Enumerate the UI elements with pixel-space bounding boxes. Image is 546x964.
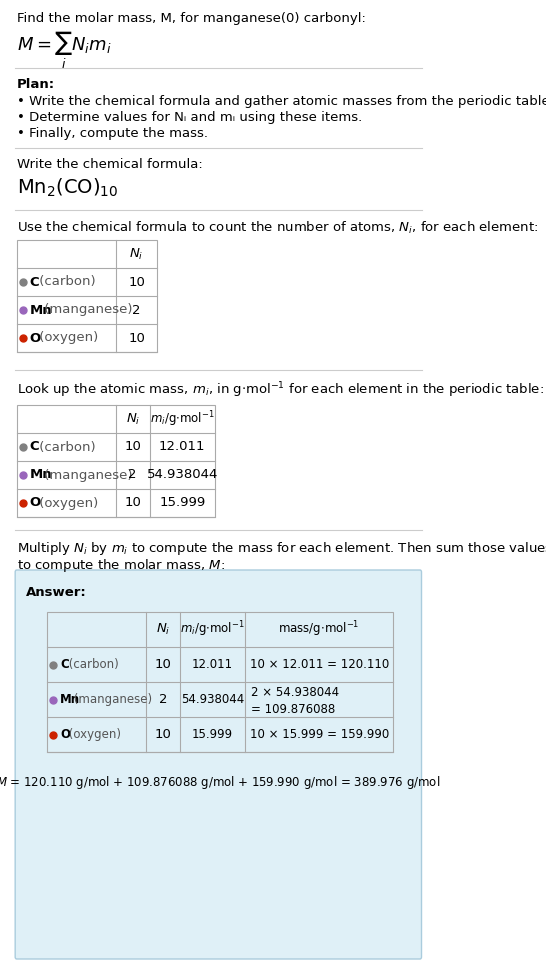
Text: 10: 10 — [124, 441, 141, 453]
Text: 12.011: 12.011 — [159, 441, 205, 453]
Text: (oxygen): (oxygen) — [65, 728, 121, 741]
Text: (manganese): (manganese) — [70, 693, 152, 706]
Text: C: C — [60, 658, 69, 671]
Text: (carbon): (carbon) — [34, 441, 95, 453]
Text: 54.938044: 54.938044 — [181, 693, 244, 706]
Text: 2 × 54.938044: 2 × 54.938044 — [251, 686, 339, 699]
Text: mass/g$\cdot$mol$^{-1}$: mass/g$\cdot$mol$^{-1}$ — [278, 620, 360, 639]
Text: Multiply $N_i$ by $m_i$ to compute the mass for each element. Then sum those val: Multiply $N_i$ by $m_i$ to compute the m… — [17, 540, 546, 557]
Text: Write the chemical formula:: Write the chemical formula: — [17, 158, 203, 171]
Text: Use the chemical formula to count the number of atoms, $N_i$, for each element:: Use the chemical formula to count the nu… — [17, 220, 538, 236]
Bar — [47, 612, 393, 752]
Text: $m_i$/g$\cdot$mol$^{-1}$: $m_i$/g$\cdot$mol$^{-1}$ — [150, 409, 215, 429]
Text: C: C — [29, 276, 39, 288]
Text: O: O — [29, 496, 41, 510]
Text: (oxygen): (oxygen) — [34, 332, 98, 344]
Text: 10: 10 — [155, 658, 171, 671]
Text: $m_i$/g$\cdot$mol$^{-1}$: $m_i$/g$\cdot$mol$^{-1}$ — [180, 620, 245, 639]
Text: 15.999: 15.999 — [159, 496, 205, 510]
Text: $M = \sum_i N_i m_i$: $M = \sum_i N_i m_i$ — [17, 30, 111, 71]
Text: Plan:: Plan: — [17, 78, 55, 91]
Text: 10: 10 — [124, 496, 141, 510]
Text: 10: 10 — [128, 332, 145, 344]
Text: Mn: Mn — [29, 304, 52, 316]
Text: Find the molar mass, M, for manganese(0) carbonyl:: Find the molar mass, M, for manganese(0)… — [17, 12, 366, 25]
Text: • Write the chemical formula and gather atomic masses from the periodic table.: • Write the chemical formula and gather … — [17, 95, 546, 108]
FancyBboxPatch shape — [15, 570, 422, 959]
Text: 2: 2 — [132, 304, 141, 316]
Text: 12.011: 12.011 — [192, 658, 233, 671]
Text: (manganese): (manganese) — [39, 304, 132, 316]
Text: Look up the atomic mass, $m_i$, in g$\cdot$mol$^{-1}$ for each element in the pe: Look up the atomic mass, $m_i$, in g$\cd… — [17, 380, 544, 400]
Text: $N_i$: $N_i$ — [126, 412, 140, 426]
Text: Mn: Mn — [29, 469, 52, 481]
Text: 10 × 15.999 = 159.990: 10 × 15.999 = 159.990 — [250, 728, 389, 741]
Text: $\mathrm{Mn_2(CO)_{10}}$: $\mathrm{Mn_2(CO)_{10}}$ — [17, 177, 118, 200]
Text: Mn: Mn — [60, 693, 80, 706]
Text: 10: 10 — [155, 728, 171, 741]
Text: to compute the molar mass, $M$:: to compute the molar mass, $M$: — [17, 557, 225, 574]
Text: Answer:: Answer: — [26, 586, 87, 599]
Text: 15.999: 15.999 — [192, 728, 233, 741]
Text: O: O — [60, 728, 70, 741]
Text: (oxygen): (oxygen) — [34, 496, 98, 510]
Text: $N_i$: $N_i$ — [129, 247, 144, 261]
Text: 54.938044: 54.938044 — [146, 469, 218, 481]
Text: C: C — [29, 441, 39, 453]
Bar — [17, 240, 157, 352]
Text: (carbon): (carbon) — [34, 276, 95, 288]
Text: 10: 10 — [128, 276, 145, 288]
Text: (manganese): (manganese) — [39, 469, 132, 481]
Text: 10 × 12.011 = 120.110: 10 × 12.011 = 120.110 — [250, 658, 389, 671]
Text: • Determine values for Nᵢ and mᵢ using these items.: • Determine values for Nᵢ and mᵢ using t… — [17, 111, 362, 124]
Text: $M$ = 120.110 g/mol + 109.876088 g/mol + 159.990 g/mol = 389.976 g/mol: $M$ = 120.110 g/mol + 109.876088 g/mol +… — [0, 774, 441, 791]
Text: • Finally, compute the mass.: • Finally, compute the mass. — [17, 127, 207, 140]
Text: (carbon): (carbon) — [65, 658, 119, 671]
Text: 2: 2 — [128, 469, 137, 481]
Bar — [17, 405, 215, 517]
Text: O: O — [29, 332, 41, 344]
Text: $N_i$: $N_i$ — [156, 622, 170, 637]
Text: 2: 2 — [159, 693, 168, 706]
Text: = 109.876088: = 109.876088 — [251, 703, 335, 716]
